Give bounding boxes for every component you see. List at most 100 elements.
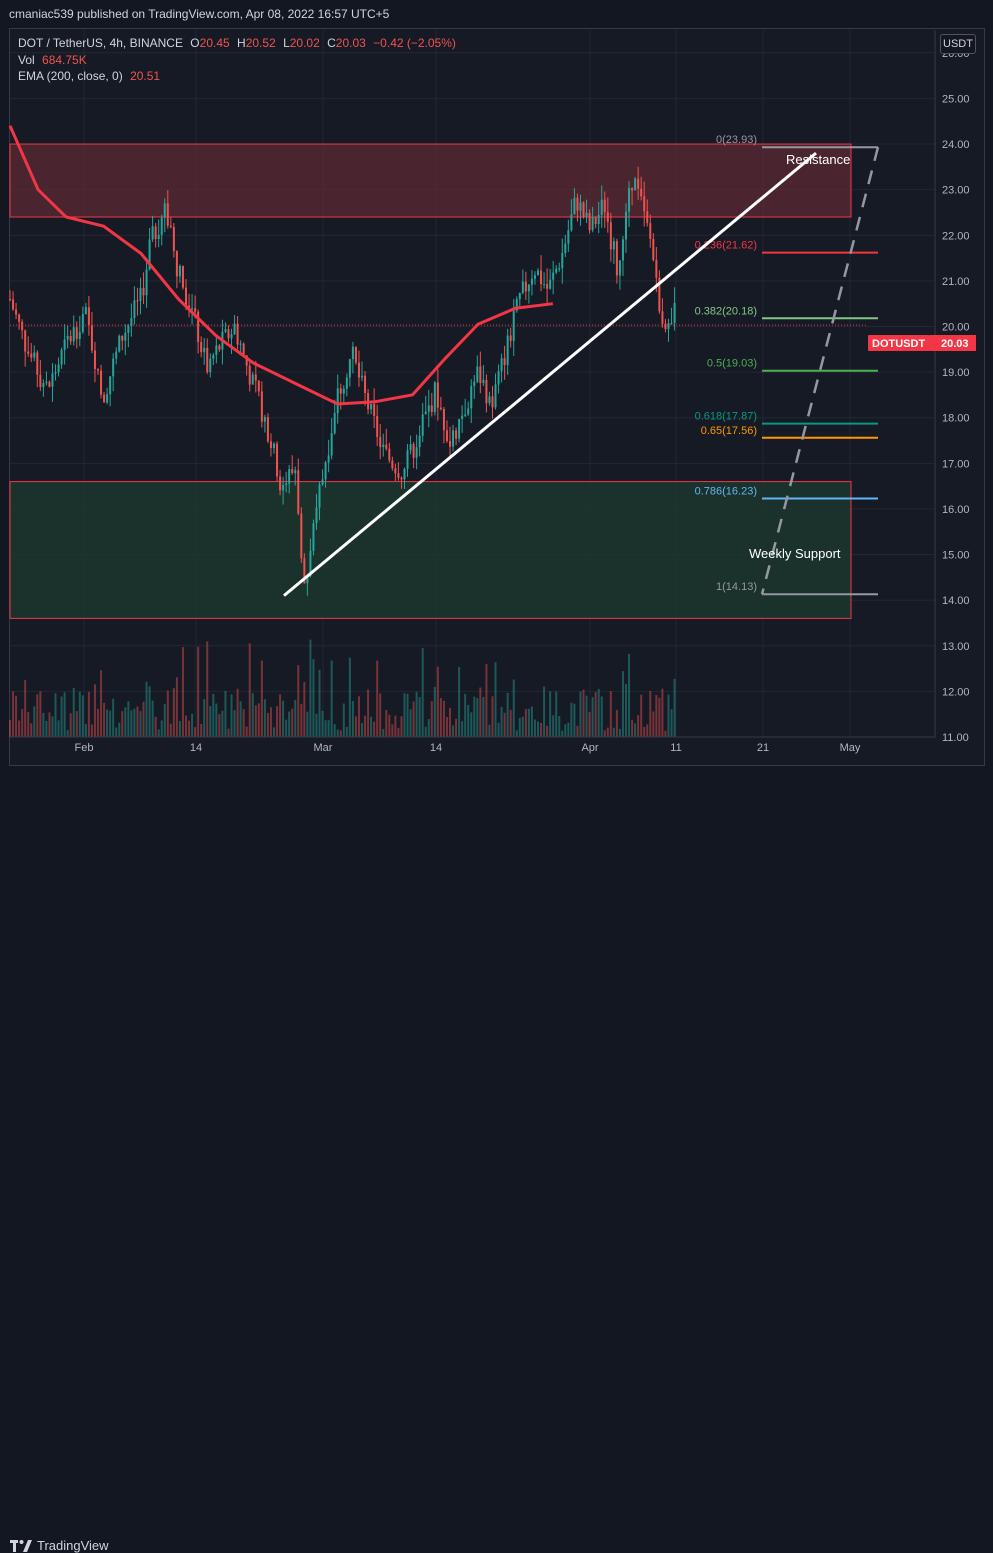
candle-body bbox=[500, 358, 503, 372]
candle-body bbox=[637, 178, 640, 189]
volume-bar bbox=[148, 686, 151, 737]
volume-bar bbox=[45, 720, 48, 737]
candle-body bbox=[494, 384, 497, 408]
volume-bar bbox=[294, 699, 297, 737]
annotation-labels: Resistance Weekly Support bbox=[749, 152, 850, 561]
currency-button[interactable]: USDT bbox=[940, 34, 976, 54]
volume-bar bbox=[455, 718, 458, 737]
volume-bar bbox=[555, 691, 558, 737]
candle-body bbox=[21, 321, 24, 331]
candle-body bbox=[54, 372, 57, 374]
candle-body bbox=[348, 359, 351, 378]
volume-bar bbox=[188, 720, 191, 737]
volume-bar bbox=[540, 723, 543, 737]
candle-body bbox=[39, 374, 42, 388]
legend-symbol[interactable]: DOT / TetherUS, 4h, BINANCE bbox=[18, 36, 183, 50]
volume-bar bbox=[370, 716, 373, 737]
volume-bar bbox=[81, 695, 84, 737]
volume-bar bbox=[312, 659, 315, 737]
price-chart[interactable]: 0(23.93)0.236(21.62)0.382(20.18)0.5(19.0… bbox=[0, 0, 993, 797]
ema-200-line bbox=[8, 125, 554, 406]
volume-bar bbox=[506, 692, 509, 737]
volume-bar bbox=[488, 724, 491, 737]
candle-body bbox=[51, 373, 54, 387]
candle-body bbox=[97, 369, 100, 371]
candle-body bbox=[652, 238, 655, 260]
volume-bar bbox=[157, 729, 160, 737]
volume-bar bbox=[9, 720, 11, 737]
candle-body bbox=[336, 388, 339, 414]
candle-body bbox=[339, 388, 342, 394]
candle-body bbox=[333, 413, 336, 434]
candle-body bbox=[537, 270, 540, 276]
volume-bar bbox=[612, 727, 615, 737]
volume-bar bbox=[379, 693, 382, 737]
candle-body bbox=[30, 353, 33, 358]
legend-ema-value: 20.51 bbox=[130, 69, 161, 83]
candle-body bbox=[72, 327, 75, 342]
candle-body bbox=[667, 323, 670, 330]
volume-bar bbox=[470, 712, 473, 737]
candle-body bbox=[506, 335, 509, 366]
candle-body bbox=[172, 227, 175, 252]
volume-bar bbox=[115, 727, 118, 737]
candle-body bbox=[561, 252, 564, 269]
candle-body bbox=[354, 346, 357, 363]
candle-body bbox=[118, 335, 121, 352]
candle-body bbox=[130, 317, 133, 326]
candle-body bbox=[66, 335, 69, 340]
volume-bar bbox=[424, 726, 427, 737]
candle-body bbox=[409, 444, 412, 451]
legend-ema-label[interactable]: EMA (200, close, 0) bbox=[18, 69, 123, 83]
candle-body bbox=[491, 396, 494, 408]
legend-vol-label[interactable]: Vol bbox=[18, 52, 35, 67]
volume-bar bbox=[449, 707, 452, 737]
volume-bar bbox=[169, 723, 172, 737]
volume-bar bbox=[464, 693, 467, 737]
time-tick-label: Apr bbox=[581, 742, 598, 754]
candle-body bbox=[546, 283, 549, 289]
volume-bar bbox=[509, 709, 512, 737]
candle-body bbox=[93, 350, 96, 370]
volume-bar bbox=[430, 701, 433, 737]
candle-body bbox=[509, 335, 512, 342]
volume-bar bbox=[21, 709, 24, 737]
candle-body bbox=[664, 323, 667, 330]
candle-body bbox=[567, 230, 570, 244]
volume-bar bbox=[330, 660, 333, 737]
volume-bar bbox=[512, 679, 515, 737]
fib-levels: 0(23.93)0.236(21.62)0.382(20.18)0.5(19.0… bbox=[695, 134, 878, 596]
volume-bar bbox=[521, 716, 524, 737]
candle-body bbox=[621, 239, 624, 261]
candle-body bbox=[324, 462, 327, 480]
price-tick-label: 17.00 bbox=[942, 458, 970, 470]
tradingview-brand[interactable]: TradingView bbox=[10, 1538, 109, 1553]
volume-bar bbox=[445, 717, 448, 737]
candle-body bbox=[297, 470, 300, 514]
volume-bar bbox=[570, 702, 573, 737]
volume-bar bbox=[515, 730, 518, 737]
volume-bar bbox=[458, 667, 461, 737]
candle-body bbox=[330, 433, 333, 456]
price-tick-label: 24.00 bbox=[942, 139, 970, 151]
volume-bar bbox=[594, 692, 597, 737]
volume-bar bbox=[436, 666, 439, 737]
candle-body bbox=[485, 379, 488, 404]
candle-body bbox=[400, 477, 403, 480]
weekly-support-label: Weekly Support bbox=[749, 546, 841, 561]
candle-body bbox=[245, 355, 248, 366]
fib-label: 0.382(20.18) bbox=[695, 305, 757, 317]
time-tick-label: May bbox=[840, 742, 861, 754]
candle-body bbox=[206, 347, 209, 373]
volume-bar bbox=[439, 698, 442, 737]
volume-bar bbox=[461, 721, 464, 737]
candle-body bbox=[361, 375, 364, 378]
candle-body bbox=[591, 216, 594, 231]
volume-bar bbox=[357, 696, 360, 737]
candle-body bbox=[45, 381, 48, 384]
volume-bar bbox=[124, 707, 127, 737]
volume-bar bbox=[139, 711, 142, 737]
candle-body bbox=[655, 259, 658, 278]
volume-bar bbox=[348, 657, 351, 737]
legend-open: O20.45 bbox=[190, 36, 230, 50]
